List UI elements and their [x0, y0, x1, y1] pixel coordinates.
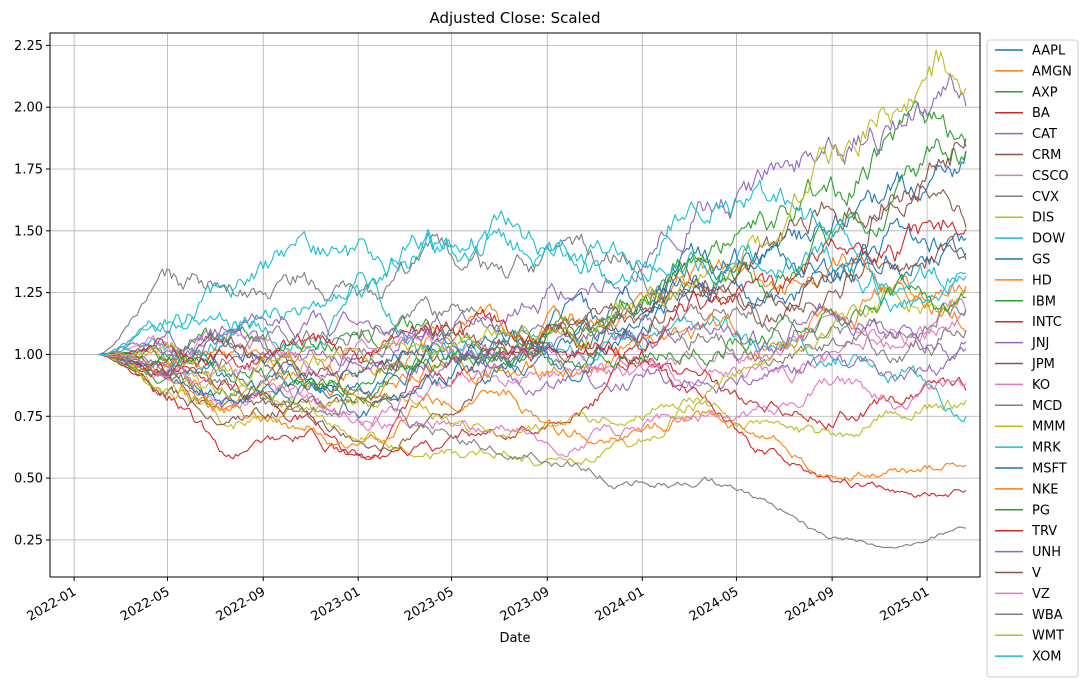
- series-line-hd: [98, 275, 967, 414]
- series-line-v: [98, 235, 967, 380]
- legend-label-wmt: WMT: [1032, 629, 1064, 644]
- x-tick-label: 2022-01: [25, 584, 80, 624]
- y-tick-label: 0.50: [14, 472, 43, 487]
- series-line-cvx: [98, 233, 967, 364]
- y-tick-label: 2.25: [14, 39, 43, 54]
- y-tick-label: 1.00: [14, 348, 43, 363]
- legend-label-gs: GS: [1032, 253, 1050, 268]
- y-axis: 0.25 0.50 0.75 1.00 1.25 1.50 1.75 2.00 2.25: [14, 39, 50, 548]
- series-line-nke: [98, 353, 967, 481]
- legend-label-msft: MSFT: [1032, 462, 1067, 477]
- series-line-ibm: [98, 138, 967, 360]
- legend-label-xom: XOM: [1032, 650, 1062, 665]
- legend-label-ko: KO: [1032, 378, 1050, 393]
- legend-label-amgn: AMGN: [1032, 64, 1072, 79]
- series-line-dis: [98, 353, 967, 467]
- legend-label-dis: DIS: [1032, 211, 1054, 226]
- x-tick-label: 2024-05: [687, 584, 742, 624]
- series-line-ba: [98, 321, 967, 460]
- legend-label-cvx: CVX: [1032, 190, 1059, 205]
- y-tick-label: 1.50: [14, 224, 43, 239]
- series-line-msft: [98, 232, 967, 419]
- legend-label-mrk: MRK: [1032, 441, 1061, 456]
- legend-label-pg: PG: [1032, 503, 1050, 518]
- legend-label-trv: TRV: [1031, 524, 1057, 539]
- legend: AAPL AMGN AXP BA CAT CRM CSCO CVX DIS DOW GS HD IBM I…: [986, 39, 1079, 678]
- series-line-xom: [98, 228, 967, 356]
- x-tick-label: 2022-05: [118, 584, 173, 624]
- legend-label-wba: WBA: [1032, 608, 1063, 623]
- series-line-mcd: [98, 295, 967, 367]
- x-tick-label: 2024-09: [783, 584, 838, 624]
- legend-label-intc: INTC: [1032, 315, 1062, 330]
- legend-label-mmm: MMM: [1032, 420, 1066, 435]
- legend-label-crm: CRM: [1032, 148, 1061, 163]
- legend-box: [986, 39, 1079, 678]
- legend-label-v: V: [1032, 566, 1041, 581]
- y-tick-label: 0.75: [14, 410, 43, 425]
- x-tick-label: 2024-01: [593, 584, 648, 624]
- series-line-unh: [98, 302, 967, 364]
- series-line-mrk: [98, 179, 967, 364]
- series-line-wba: [98, 352, 966, 549]
- grid-lines: [50, 33, 980, 577]
- legend-label-csco: CSCO: [1032, 169, 1069, 184]
- legend-label-ba: BA: [1032, 106, 1050, 121]
- legend-label-jpm: JPM: [1031, 357, 1055, 372]
- legend-label-axp: AXP: [1032, 85, 1058, 100]
- series-line-pg: [98, 273, 967, 404]
- legend-label-aapl: AAPL: [1032, 44, 1066, 59]
- y-tick-label: 1.25: [14, 286, 43, 301]
- x-tick-label: 2022-09: [214, 584, 269, 624]
- legend-label-unh: UNH: [1032, 545, 1061, 560]
- legend-label-dow: DOW: [1032, 232, 1065, 247]
- series-line-wmt: [98, 49, 967, 386]
- legend-label-hd: HD: [1032, 273, 1052, 288]
- legend-label-vz: VZ: [1032, 587, 1050, 602]
- series-lines: [98, 49, 967, 549]
- chart-title: Adjusted Close: Scaled: [430, 9, 601, 27]
- x-tick-label: 2025-01: [878, 584, 933, 624]
- y-tick-label: 1.75: [14, 163, 43, 178]
- y-tick-label: 2.00: [14, 101, 43, 116]
- x-tick-label: 2023-01: [309, 584, 364, 624]
- x-tick-label: 2023-09: [498, 584, 553, 624]
- legend-label-cat: CAT: [1032, 127, 1057, 142]
- x-axis-label: Date: [499, 631, 530, 646]
- legend-label-nke: NKE: [1032, 482, 1058, 497]
- legend-label-mcd: MCD: [1032, 399, 1062, 414]
- legend-label-ibm: IBM: [1032, 294, 1056, 309]
- series-line-jnj: [98, 328, 967, 396]
- x-tick-label: 2023-05: [402, 584, 457, 624]
- y-tick-label: 0.25: [14, 533, 43, 548]
- series-line-vz: [98, 353, 967, 458]
- plot-frame: [49, 32, 981, 578]
- legend-label-jnj: JNJ: [1031, 336, 1049, 351]
- x-axis: 2022-01 2022-05 2022-09 2023-01 2023-05 2023-…: [25, 577, 933, 625]
